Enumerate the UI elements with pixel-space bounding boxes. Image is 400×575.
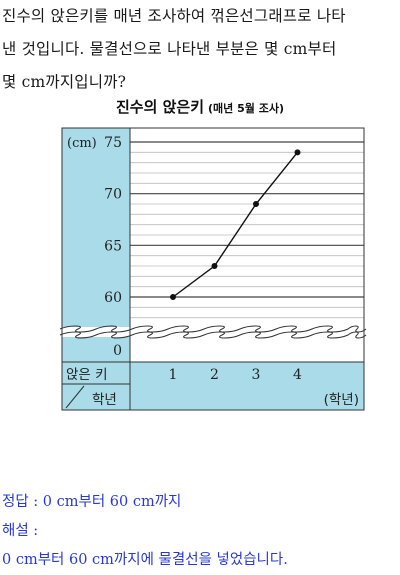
chart-grid — [130, 141, 364, 319]
data-point — [211, 263, 218, 269]
x-axis-unit-label: (학년) — [324, 392, 359, 408]
header-diagonal — [65, 385, 85, 409]
answer-line: 정답 : 0 cm부터 60 cm까지 — [2, 494, 182, 510]
break-wave-top — [59, 325, 367, 333]
question-text: 진수의 앉은키를 매년 조사하여 꺾은선그래프로 나타 낸 것입니다. 물결선으… — [2, 0, 400, 99]
series-line — [172, 151, 299, 298]
x-tick-label: 2 — [210, 367, 219, 383]
y-tick-label: 65 — [104, 238, 122, 254]
x-axis-panel — [130, 362, 364, 410]
question-line-3: 몇 cm까지입니까? — [2, 73, 127, 91]
y-unit-label: (cm) — [67, 136, 97, 151]
data-point — [294, 149, 301, 156]
chart-title-main: 진수의 앉은키 — [116, 98, 205, 116]
chart-labels: 75 70 65 60 0 (cm) 앉은 키학년 1 2 3 4 (학년) — [66, 135, 359, 408]
x-tick-label: 3 — [252, 367, 261, 383]
chart-border — [61, 127, 365, 411]
chart-background — [62, 128, 364, 410]
data-point — [253, 201, 259, 207]
y-tick-label: 60 — [104, 290, 122, 306]
explanation-text: 0 cm부터 60 cm까지에 물결선을 넣었습니다. — [2, 552, 288, 568]
chart-series — [170, 149, 301, 300]
answer-section: 정답 : 0 cm부터 60 cm까지 해설 : 0 cm부터 60 cm까지에… — [2, 488, 398, 575]
row-header-sitting-height: 앉은 키 — [66, 367, 108, 383]
chart-title: 진수의 앉은키 (매년 5월 조사) — [0, 96, 400, 117]
question-line-1: 진수의 앉은키를 매년 조사하여 꺾은선그래프로 나타 — [2, 7, 346, 25]
y-tick-label: 75 — [104, 135, 122, 151]
explanation-heading: 해설 : — [2, 523, 39, 539]
x-tick-label: 1 — [169, 367, 178, 383]
row-header-grade: 학년 — [92, 392, 117, 408]
question-line-2: 낸 것입니다. 물결선으로 나타낸 부분은 몇 cm부터 — [2, 40, 337, 58]
data-point — [170, 294, 176, 300]
x-tick-label: 4 — [293, 367, 302, 383]
y-axis-panel — [62, 128, 130, 410]
chart-subtitle: (매년 5월 조사) — [208, 102, 284, 115]
break-wave-bottom — [59, 331, 367, 339]
y-tick-label: 0 — [113, 343, 122, 359]
chart-frame — [59, 127, 367, 411]
y-tick-label: 70 — [104, 187, 122, 203]
line-chart: 75 70 65 60 0 (cm) 앉은 키학년 1 2 3 4 (학년) — [59, 127, 367, 411]
